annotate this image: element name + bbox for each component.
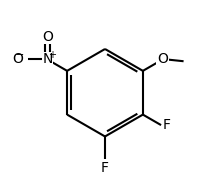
Text: F: F (101, 161, 109, 175)
Text: N: N (42, 53, 53, 67)
Text: O: O (12, 53, 23, 67)
Text: +: + (48, 50, 56, 60)
Text: F: F (163, 118, 171, 132)
Text: −: − (14, 50, 24, 60)
Text: O: O (42, 30, 53, 44)
Text: O: O (157, 53, 168, 67)
